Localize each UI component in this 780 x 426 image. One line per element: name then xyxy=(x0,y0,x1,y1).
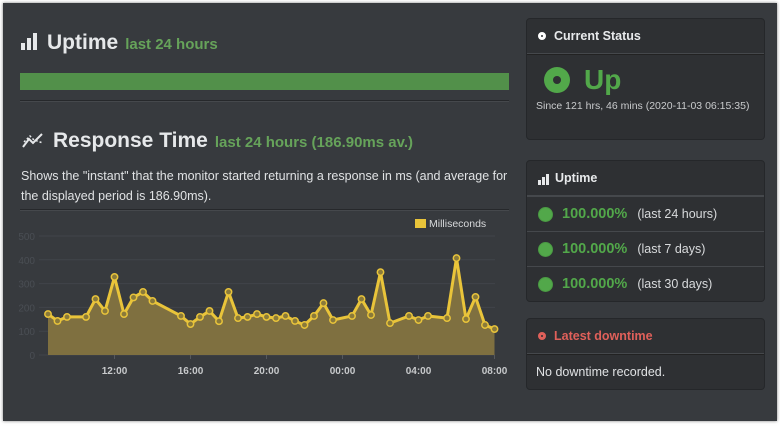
uptime-item-24h: 100.000% (last 24 hours) xyxy=(527,196,764,231)
svg-text:200: 200 xyxy=(18,303,35,314)
latest-downtime-panel: Latest downtime No downtime recorded. xyxy=(526,318,765,390)
current-status-header: Current Status xyxy=(527,19,764,54)
uptime-percent: 100.000% xyxy=(562,276,628,292)
bar-chart-icon xyxy=(538,173,549,185)
divider xyxy=(20,100,509,102)
uptime-bar[interactable] xyxy=(20,73,509,90)
uptime-panel-header: Uptime xyxy=(527,161,764,196)
svg-text:400: 400 xyxy=(18,256,35,267)
current-status-panel: Current Status Up Since 121 hrs, 46 mins… xyxy=(526,18,765,140)
latest-downtime-header: Latest downtime xyxy=(527,319,764,354)
check-badge-icon xyxy=(539,242,552,256)
check-badge-icon xyxy=(539,207,552,221)
line-chart-icon xyxy=(21,131,45,154)
uptime-heading: Uptime last 24 hours xyxy=(21,31,218,55)
status-dot-icon xyxy=(538,32,546,40)
svg-text:00:00: 00:00 xyxy=(330,366,356,377)
bar-chart-icon xyxy=(21,33,37,50)
svg-text:100: 100 xyxy=(18,327,35,338)
response-time-subtitle: last 24 hours (186.90ms av.) xyxy=(214,134,414,151)
svg-text:04:00: 04:00 xyxy=(406,366,432,377)
alert-dot-icon xyxy=(538,332,546,340)
uptime-period: (last 30 days) xyxy=(637,277,713,291)
latest-downtime-message: No downtime recorded. xyxy=(536,365,666,379)
uptime-title: Uptime xyxy=(47,31,119,54)
svg-text:0: 0 xyxy=(29,351,35,362)
response-time-chart[interactable]: 0 100 200 300 400 500 12:00 16:00 20:00 00:00 04:0… xyxy=(17,218,517,388)
status-since: Since 121 hrs, 46 mins (2020-11-03 06:15… xyxy=(536,100,750,112)
svg-text:20:00: 20:00 xyxy=(254,366,280,377)
response-time-title: Response Time xyxy=(53,129,208,152)
monitor-dashboard: Uptime last 24 hours Response Time last … xyxy=(3,3,777,421)
uptime-percent: 100.000% xyxy=(562,206,628,222)
uptime-panel-title: Uptime xyxy=(555,171,598,185)
uptime-period: (last 24 hours) xyxy=(637,207,718,221)
uptime-item-7d: 100.000% (last 7 days) xyxy=(527,231,764,266)
svg-text:16:00: 16:00 xyxy=(178,366,204,377)
svg-text:12:00: 12:00 xyxy=(102,366,128,377)
svg-text:300: 300 xyxy=(18,280,35,291)
uptime-panel: Uptime 100.000% (last 24 hours) 100.000%… xyxy=(526,160,765,302)
uptime-subtitle: last 24 hours xyxy=(125,36,218,53)
check-badge-icon xyxy=(539,277,552,291)
response-time-heading: Response Time last 24 hours (186.90ms av… xyxy=(21,129,413,153)
svg-text:Milliseconds: Milliseconds xyxy=(429,218,486,230)
status-up-icon xyxy=(544,67,570,93)
latest-downtime-title: Latest downtime xyxy=(554,329,653,343)
status-value: Up xyxy=(584,64,622,95)
uptime-percent: 100.000% xyxy=(562,241,628,257)
response-time-description: Shows the "instant" that the monitor sta… xyxy=(21,169,508,203)
svg-text:500: 500 xyxy=(18,232,35,243)
uptime-item-30d: 100.000% (last 30 days) xyxy=(527,266,764,301)
svg-text:08:00: 08:00 xyxy=(482,366,508,377)
divider xyxy=(20,209,509,211)
uptime-period: (last 7 days) xyxy=(637,242,706,256)
current-status-title: Current Status xyxy=(554,29,641,43)
